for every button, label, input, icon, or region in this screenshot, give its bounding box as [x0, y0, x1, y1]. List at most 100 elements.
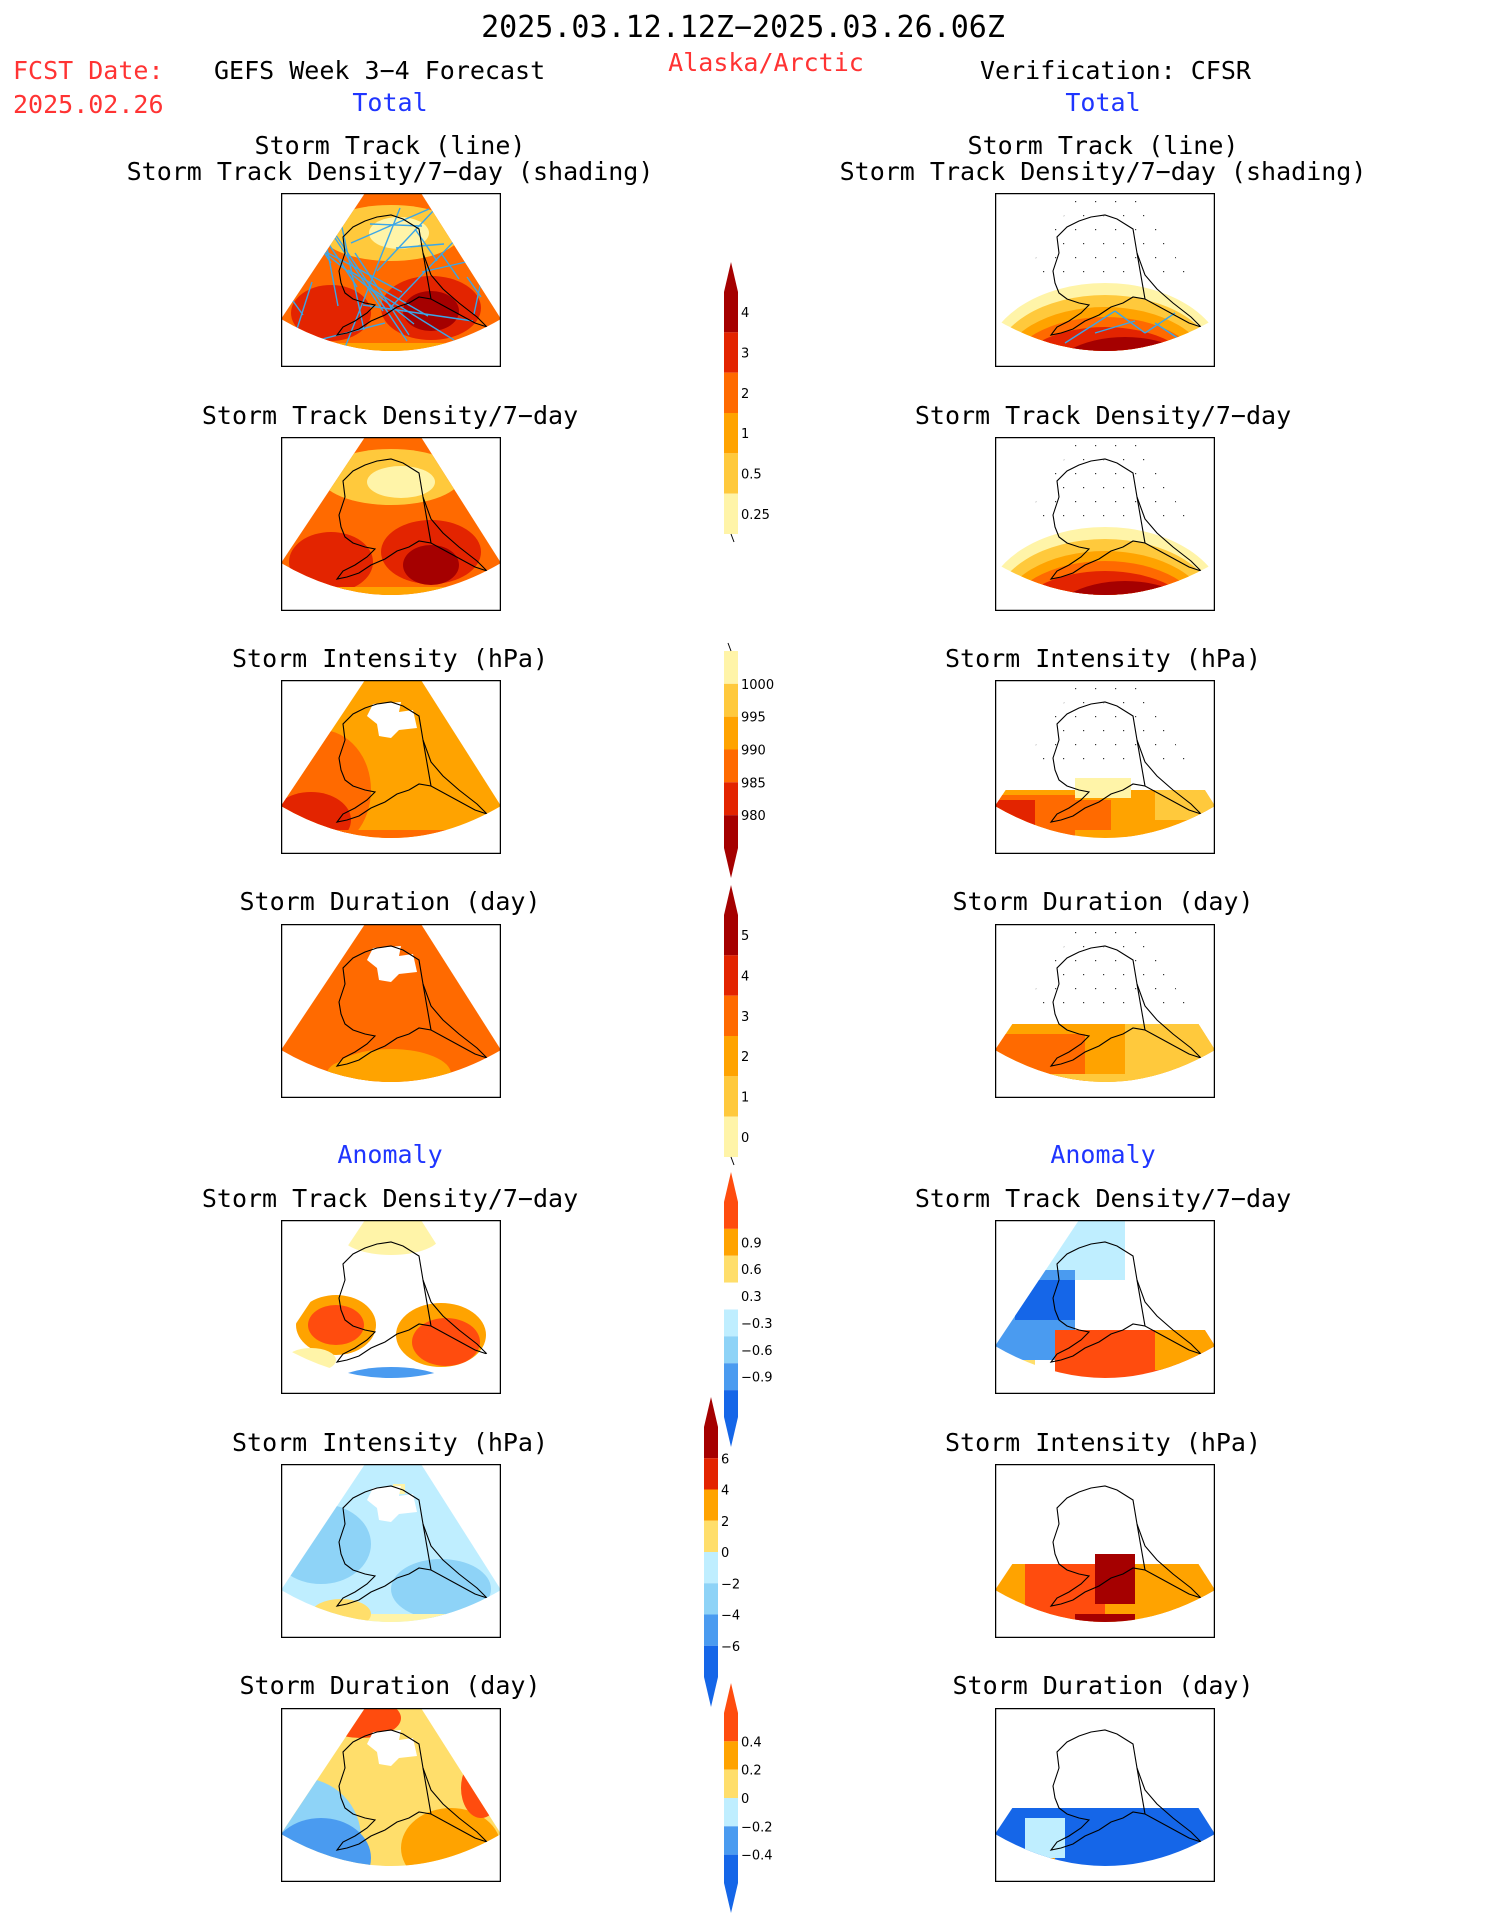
colorbar-tick-label: 0.2 — [741, 1764, 762, 1779]
model-title: GEFS Week 3−4 Forecast — [214, 56, 546, 85]
colorbar-segment — [724, 955, 738, 996]
left-anom-duration-title: Storm Duration (day) — [239, 1671, 541, 1700]
colorbar-segment — [704, 1489, 718, 1521]
colorbar-segment — [704, 1583, 718, 1615]
colorbar-tick-label: 2 — [721, 1515, 729, 1530]
colorbar-tick-label: 0.25 — [741, 508, 770, 523]
map-duration-forecast — [281, 924, 501, 1098]
colorbar-tick-label: 3 — [741, 1010, 749, 1025]
colorbar-tick-label: 0.9 — [741, 1236, 762, 1251]
colorbar-tick-label: −4 — [721, 1609, 740, 1624]
colorbar-density-total: 4 3 2 1 0.5 0.25 — [724, 262, 770, 543]
colorbar-tick-label: 0.4 — [741, 1735, 762, 1750]
colorbar-segment — [724, 749, 738, 783]
colorbar-tick-label: 2 — [741, 387, 749, 402]
colorbar-top-arrow — [724, 1172, 738, 1202]
colorbar-segment — [724, 651, 738, 684]
left-track-line-title: Storm Track (line) — [254, 131, 526, 160]
colorbar-segment — [704, 1614, 718, 1646]
map-density-cfsr — [995, 437, 1215, 611]
colorbar-segment — [724, 1309, 738, 1337]
colorbar-tick-label: 0.5 — [741, 468, 762, 483]
colorbar-bottom-arrow — [704, 1677, 718, 1707]
colorbar-segment — [724, 292, 738, 333]
colorbar-segment — [704, 1520, 718, 1552]
colorbar-segment — [724, 1713, 738, 1742]
colorbar-segment — [724, 915, 738, 956]
left-track-shading-title: Storm Track Density/7−day (shading) — [126, 157, 654, 186]
colorbar-tick-label: 4 — [721, 1484, 729, 1499]
colorbar-segment — [724, 493, 738, 534]
colorbar-tick-label: 4 — [741, 970, 749, 985]
colorbar-tick-label: 1000 — [741, 678, 774, 693]
colorbar-top-arrow — [724, 885, 738, 915]
left-intensity-title: Storm Intensity (hPa) — [231, 644, 549, 673]
colorbar-tick-label: −0.9 — [741, 1371, 773, 1386]
colorbar-segment — [724, 1036, 738, 1077]
colorbar-segment — [724, 1741, 738, 1770]
colorbar-segment — [724, 1798, 738, 1827]
right-anom-intensity-title: Storm Intensity (hPa) — [944, 1428, 1262, 1457]
colorbar-bottom-arrow — [724, 848, 738, 878]
colorbar-top-arrow — [724, 1683, 738, 1713]
map-intensity-forecast — [281, 680, 501, 854]
colorbar-tick-label: 995 — [741, 711, 766, 726]
colorbar-tick-label: 4 — [741, 306, 749, 321]
colorbar-segment — [724, 1228, 738, 1256]
colorbar-tick-label: 990 — [741, 744, 766, 759]
map-anom-duration-cfsr — [995, 1708, 1215, 1882]
colorbar-segment — [704, 1645, 718, 1677]
colorbar-tick-label: −0.4 — [741, 1849, 773, 1864]
colorbar-segment — [724, 1202, 738, 1229]
colorbar-tick-label: 0 — [721, 1546, 729, 1561]
colorbar-segment — [724, 995, 738, 1036]
right-intensity-title: Storm Intensity (hPa) — [944, 644, 1262, 673]
colorbar-intensity-total: 1000 995 990 985 980 — [724, 642, 774, 878]
date-range-title: 2025.03.12.12Z−2025.03.26.06Z — [481, 10, 1005, 45]
map-anom-density-forecast — [281, 1220, 501, 1394]
colorbar-duration-total: 5 4 3 2 1 0 — [724, 885, 749, 1166]
colorbar-bottom-arrow — [724, 1883, 738, 1913]
colorbar-tick-label: 1 — [741, 1091, 749, 1106]
colorbar-tick-label: −0.2 — [741, 1820, 773, 1835]
colorbar-segment — [724, 453, 738, 494]
colorbar-segment — [724, 1826, 738, 1855]
map-track-cfsr — [995, 193, 1215, 367]
colorbar-segment — [704, 1552, 718, 1584]
colorbar-tick-label: −2 — [721, 1577, 740, 1592]
colorbar-segment — [724, 1255, 738, 1283]
colorbar-segment — [724, 332, 738, 373]
colorbar-tick-label: 0 — [741, 1792, 749, 1807]
colorbar-intensity-anomaly: 6 4 2 0 −2 −4 −6 — [704, 1397, 740, 1707]
fcst-date-label: FCST Date: — [13, 56, 164, 85]
colorbar-segment — [724, 413, 738, 454]
colorbar-segment — [724, 782, 738, 816]
colorbar-segment — [724, 1854, 738, 1883]
left-anom-intensity-title: Storm Intensity (hPa) — [231, 1428, 549, 1457]
map-anom-intensity-forecast — [281, 1464, 501, 1638]
right-density-title: Storm Track Density/7−day — [914, 401, 1292, 430]
colorbar-tick-label: 980 — [741, 809, 766, 824]
colorbar-segment — [724, 1076, 738, 1117]
right-anom-duration-title: Storm Duration (day) — [952, 1671, 1254, 1700]
map-anom-density-cfsr — [995, 1220, 1215, 1394]
colorbar-top-arrow — [724, 262, 738, 292]
colorbar-segment — [724, 815, 738, 848]
right-track-line-title: Storm Track (line) — [967, 131, 1239, 160]
colorbar-tick-label: −6 — [721, 1640, 740, 1655]
colorbar-tick-label: 2 — [741, 1050, 749, 1065]
verification-title: Verification: CFSR — [980, 56, 1251, 85]
fcst-date-value: 2025.02.26 — [13, 90, 164, 119]
colorbar-segment — [724, 683, 738, 717]
colorbar-tick-label: −0.3 — [741, 1317, 773, 1332]
left-anom-density-title: Storm Track Density/7−day — [201, 1184, 579, 1213]
left-duration-title: Storm Duration (day) — [239, 887, 541, 916]
colorbar-tick-label: 985 — [741, 776, 766, 791]
left-total-heading: Total — [352, 88, 428, 117]
colorbar-tick-label: 3 — [741, 347, 749, 362]
left-density-title: Storm Track Density/7−day — [201, 401, 579, 430]
right-total-heading: Total — [1065, 88, 1141, 117]
colorbar-tick-label: 1 — [741, 427, 749, 442]
colorbar-duration-anomaly: 0.4 0.2 0 −0.2 −0.4 — [724, 1683, 773, 1913]
map-anom-intensity-cfsr — [995, 1464, 1215, 1638]
